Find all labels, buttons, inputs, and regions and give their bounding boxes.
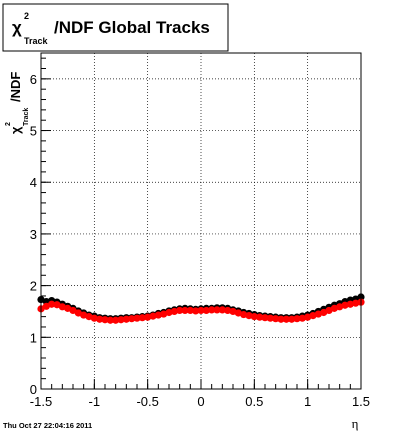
x-axis-title: η bbox=[352, 416, 359, 431]
title-box bbox=[2, 3, 229, 52]
data-point bbox=[181, 306, 189, 315]
data-point bbox=[154, 311, 162, 319]
grid bbox=[41, 53, 361, 389]
data-point bbox=[250, 313, 258, 321]
data-point bbox=[138, 314, 146, 322]
y-tick-label: 4 bbox=[30, 175, 37, 190]
y-tick-label: 3 bbox=[30, 227, 37, 242]
y-tick-label: 2 bbox=[30, 279, 37, 294]
data-point bbox=[69, 306, 77, 315]
data-point bbox=[282, 315, 290, 323]
x-tick-label: 1 bbox=[304, 394, 311, 409]
data-point bbox=[106, 316, 114, 324]
y-tick-label: 0 bbox=[30, 382, 37, 397]
data-point bbox=[256, 313, 264, 321]
title-text: /NDF Global Tracks bbox=[54, 18, 210, 37]
data-point bbox=[240, 310, 248, 319]
data-point bbox=[298, 314, 306, 322]
data-point bbox=[101, 316, 109, 324]
data-point bbox=[144, 313, 152, 321]
x-tick-label: 0.5 bbox=[245, 394, 263, 409]
data-point bbox=[352, 299, 360, 307]
data-point bbox=[149, 312, 157, 320]
ylabel-sub: Track bbox=[23, 108, 30, 126]
data-point bbox=[96, 315, 104, 323]
data-point bbox=[170, 307, 178, 316]
x-tick-label: -0.5 bbox=[136, 394, 158, 409]
data-point bbox=[346, 300, 354, 308]
y-tick-label: 6 bbox=[30, 72, 37, 87]
data-point bbox=[197, 306, 205, 315]
title-sub: Track bbox=[24, 36, 49, 46]
data-point bbox=[133, 314, 141, 322]
ylabel-rest: /NDF bbox=[8, 72, 23, 102]
title-sup: 2 bbox=[24, 11, 29, 21]
data-point bbox=[176, 306, 184, 315]
data-point bbox=[90, 314, 98, 322]
data-point bbox=[272, 315, 280, 323]
data-point bbox=[245, 311, 253, 320]
x-tick-label: -1.5 bbox=[30, 394, 52, 409]
data-point bbox=[165, 308, 173, 317]
data-point bbox=[266, 314, 274, 322]
title-chi: χ bbox=[12, 18, 22, 37]
ylabel-chi: χ bbox=[8, 126, 23, 134]
data-point bbox=[186, 306, 194, 315]
y-tick-label: 5 bbox=[30, 124, 37, 139]
data-point bbox=[277, 315, 285, 323]
data-point bbox=[224, 306, 232, 315]
data-point bbox=[202, 306, 210, 315]
data-point bbox=[192, 307, 200, 315]
data-point bbox=[218, 306, 226, 314]
data-point bbox=[213, 306, 221, 314]
footer-timestamp: Thu Oct 27 22:04:16 2011 bbox=[3, 421, 92, 430]
data-point bbox=[288, 315, 296, 323]
y-axis-title: χ 2 Track /NDF bbox=[5, 72, 30, 134]
data-point bbox=[112, 316, 120, 324]
x-tick-label: 1.5 bbox=[352, 394, 370, 409]
plot-frame bbox=[40, 52, 362, 390]
data-points bbox=[37, 293, 365, 324]
y-tick-label: 1 bbox=[30, 330, 37, 345]
tick-labels: -1.5 -1 -0.5 0 0.5 1 1.5 0 1 2 3 4 5 6 bbox=[30, 72, 370, 409]
x-tick-label: 0 bbox=[197, 394, 204, 409]
series-1 bbox=[37, 298, 365, 324]
data-point bbox=[293, 315, 301, 323]
data-point bbox=[341, 301, 349, 309]
data-point bbox=[117, 316, 125, 324]
data-point bbox=[48, 300, 56, 308]
data-point bbox=[261, 314, 269, 322]
data-point bbox=[208, 306, 216, 314]
data-point bbox=[128, 315, 136, 323]
ylabel-sup: 2 bbox=[5, 122, 12, 126]
x-tick-label: -1 bbox=[89, 394, 101, 409]
chart-title: χ 2 Track /NDF Global Tracks bbox=[2, 3, 229, 52]
data-point bbox=[122, 315, 130, 323]
